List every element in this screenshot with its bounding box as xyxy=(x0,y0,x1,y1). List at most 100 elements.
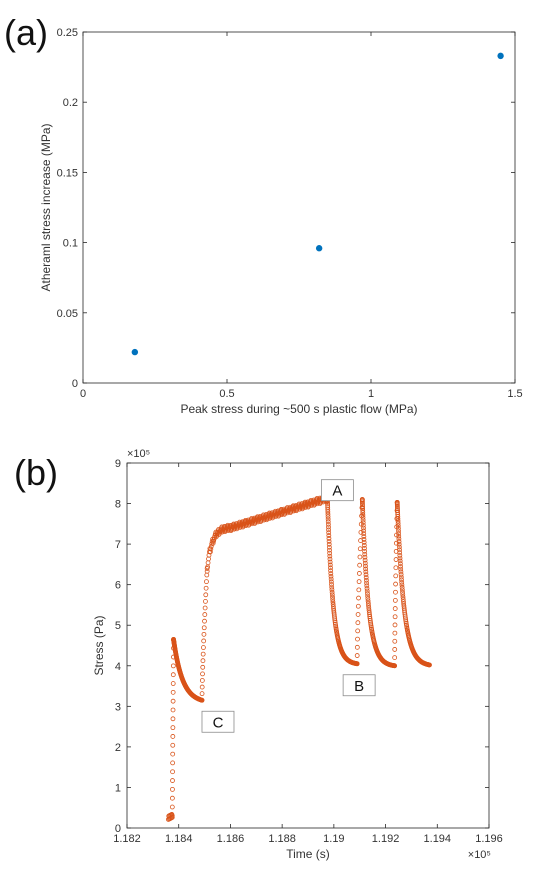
stress-series xyxy=(165,493,432,822)
x-tick-label-b: 1.19 xyxy=(323,833,344,845)
y-tick-label-b: 1 xyxy=(115,782,121,794)
data-point-b xyxy=(360,508,366,513)
data-point-b xyxy=(403,617,409,623)
data-point-b xyxy=(330,597,336,603)
data-point-b xyxy=(395,514,401,519)
data-point-b xyxy=(392,614,398,620)
data-point-b xyxy=(392,655,398,661)
data-point-b xyxy=(400,589,405,595)
data-point-b xyxy=(203,598,208,604)
data-point-b xyxy=(368,623,374,629)
data-point-b xyxy=(360,515,366,520)
data-point-b xyxy=(364,583,370,589)
data-point-b xyxy=(396,539,402,544)
data-point-b xyxy=(361,542,367,548)
data-point-b xyxy=(362,557,368,563)
data-point-a xyxy=(315,245,323,252)
data-point-b xyxy=(329,582,334,587)
data-point-b xyxy=(363,566,369,572)
y-tick-label-b: 4 xyxy=(115,661,121,673)
data-point-b xyxy=(355,628,361,634)
data-point-b xyxy=(399,585,405,590)
data-point-b xyxy=(365,596,371,601)
y-tick-label-b: 6 xyxy=(115,580,121,592)
data-point-b xyxy=(202,605,208,611)
x-tick-label-a: 1.5 xyxy=(507,388,522,400)
data-point-b xyxy=(397,555,403,561)
data-point-b xyxy=(396,544,402,550)
data-point-b xyxy=(328,568,334,574)
data-point-b xyxy=(355,603,361,609)
data-point-b xyxy=(356,587,362,593)
data-point-b xyxy=(170,769,175,775)
data-point-b xyxy=(400,596,406,602)
data-point-b xyxy=(199,697,205,703)
data-point-b xyxy=(368,621,374,627)
data-point-b xyxy=(363,577,369,583)
data-point-b xyxy=(392,638,398,644)
data-point-b xyxy=(202,618,207,624)
data-point-b xyxy=(327,550,333,556)
data-point-b xyxy=(203,592,209,598)
data-point-b xyxy=(362,545,367,551)
data-point-b xyxy=(356,579,362,585)
data-point-b xyxy=(201,625,207,631)
data-point-b xyxy=(399,577,404,583)
data-point-b xyxy=(170,698,176,704)
data-point-b xyxy=(397,561,403,567)
data-point-b xyxy=(326,536,332,541)
data-point-b xyxy=(201,645,206,650)
data-point-b xyxy=(397,552,403,558)
data-point-b xyxy=(329,584,335,590)
data-point-b xyxy=(332,618,338,624)
y-tick-label-a: 0 xyxy=(72,378,78,390)
data-point-b xyxy=(170,751,176,757)
data-point-b xyxy=(325,514,331,520)
data-point-b xyxy=(328,571,334,576)
data-point-b xyxy=(170,663,176,669)
data-point-b xyxy=(202,612,208,617)
y-tick-label-a: 0.05 xyxy=(57,308,78,320)
data-point-b xyxy=(170,707,176,713)
data-point-b xyxy=(170,786,175,792)
y-tick-label-a: 0.2 xyxy=(63,97,78,109)
data-point-b xyxy=(327,556,333,562)
data-point-a xyxy=(131,348,139,356)
data-point-b xyxy=(170,716,176,722)
data-point-b xyxy=(392,598,398,603)
data-point-b xyxy=(363,572,369,578)
data-point-b xyxy=(360,500,365,506)
x-tick-label-b: 1.192 xyxy=(372,833,400,845)
data-point-b xyxy=(393,557,399,562)
data-point-b xyxy=(169,815,175,820)
annotation-box-b xyxy=(342,674,376,697)
x-tick-label-a: 0.5 xyxy=(219,388,234,400)
data-point-b xyxy=(326,524,331,530)
data-point-b xyxy=(170,725,176,731)
y-tick-label-b: 5 xyxy=(115,620,121,632)
x-axis-label-a: Peak stress during ~500 s plastic flow (… xyxy=(180,402,417,416)
data-point-b xyxy=(328,565,333,571)
data-point-b xyxy=(392,647,398,652)
data-point-b xyxy=(356,595,361,601)
y-tick-label-b: 2 xyxy=(115,742,121,754)
data-point-b xyxy=(362,560,368,566)
data-point-b xyxy=(170,672,176,678)
data-point-b xyxy=(356,571,362,576)
data-point-b xyxy=(360,510,366,516)
y-tick-label-b: 9 xyxy=(115,458,121,470)
data-point-b xyxy=(364,588,370,594)
data-point-b xyxy=(333,621,338,627)
data-point-b xyxy=(333,623,339,629)
x-axis-label-b: Time (s) xyxy=(286,847,330,861)
data-point-b xyxy=(357,562,363,568)
data-point-b xyxy=(399,579,405,585)
y-exponent-label: ×10⁵ xyxy=(127,448,150,460)
data-point-b xyxy=(403,619,409,625)
data-point-b xyxy=(326,538,332,544)
panel-a-label: (a) xyxy=(4,12,48,53)
data-point-b xyxy=(325,511,331,517)
data-point-b xyxy=(207,549,213,555)
data-point-b xyxy=(330,601,336,607)
